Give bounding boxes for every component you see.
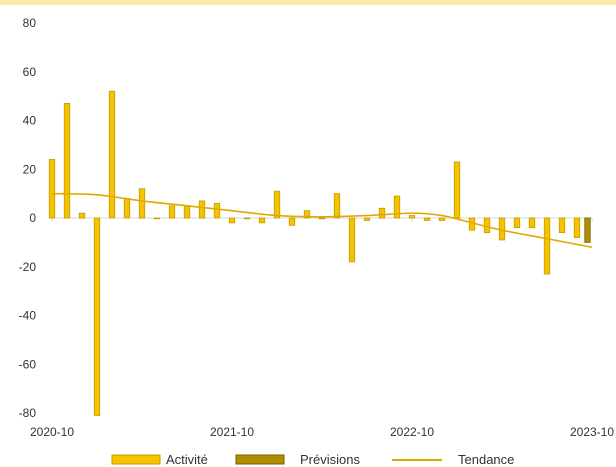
legend-activity-label: Activité	[166, 452, 208, 467]
y-tick-label: 20	[23, 162, 37, 176]
activity-bar	[303, 210, 311, 219]
trend-line	[51, 192, 593, 249]
activity-bar	[318, 217, 326, 220]
activity-bar	[378, 207, 386, 219]
y-tick-label: -60	[19, 357, 37, 371]
legend-forecast-label: Prévisions	[300, 452, 360, 467]
activity-bar	[288, 217, 296, 226]
activity-bar	[183, 205, 191, 219]
activity-bar	[543, 217, 551, 275]
activity-bar	[138, 188, 146, 219]
activity-bar	[123, 198, 131, 219]
activity-bar	[558, 217, 566, 234]
activity-bar	[423, 217, 431, 221]
legend: Activité Prévisions Tendance	[111, 452, 514, 467]
x-tick-label: 2023-10	[570, 425, 614, 439]
y-tick-label: 40	[23, 114, 37, 128]
activity-bar	[93, 217, 101, 416]
y-tick-label: 0	[29, 211, 36, 225]
activity-bar	[438, 217, 446, 221]
y-tick-label: -20	[19, 260, 37, 274]
chart-svg: 80 60 40 20 0 -20 -40 -60 -80 2020-10 2021-10 2022…	[19, 16, 615, 467]
y-tick-label: 60	[23, 65, 37, 79]
activity-bar	[513, 217, 521, 229]
activity-bar	[483, 217, 491, 234]
activity-bar	[153, 217, 161, 220]
activity-bar	[528, 217, 536, 229]
activity-bar	[108, 90, 116, 219]
activity-bar	[243, 217, 251, 220]
activity-bar	[453, 161, 461, 219]
activity-bar	[333, 193, 341, 219]
activity-bar	[198, 200, 206, 219]
x-tick-label: 2021-10	[210, 425, 254, 439]
activity-bar	[273, 190, 281, 219]
y-tick-label: -80	[19, 406, 37, 420]
activity-bar	[213, 202, 221, 219]
y-axis-ticks: 80 60 40 20 0 -20 -40 -60 -80	[19, 16, 37, 420]
activity-bar	[348, 217, 356, 263]
activity-bar	[78, 212, 86, 219]
legend-trend-label: Tendance	[458, 452, 514, 467]
forecast-bars	[584, 217, 591, 243]
activity-bar	[408, 215, 416, 219]
activity-bar	[258, 217, 266, 224]
y-tick-label: 80	[23, 16, 37, 30]
legend-forecast-swatch	[235, 454, 285, 465]
x-tick-label: 2022-10	[390, 425, 434, 439]
activity-bar	[63, 103, 71, 219]
activity-bar	[228, 217, 236, 224]
activity-bar	[168, 205, 176, 219]
legend-activity-swatch	[111, 454, 161, 465]
activity-bar	[573, 217, 581, 238]
activity-bar	[393, 195, 401, 219]
activity-bar	[363, 217, 371, 221]
x-axis-ticks: 2020-10 2021-10 2022-10 2023-10	[30, 218, 614, 439]
activity-bar	[48, 159, 56, 219]
activity-bars	[48, 90, 581, 416]
forecast-bar	[584, 217, 591, 243]
y-tick-label: -40	[19, 309, 37, 323]
x-tick-label: 2020-10	[30, 425, 74, 439]
